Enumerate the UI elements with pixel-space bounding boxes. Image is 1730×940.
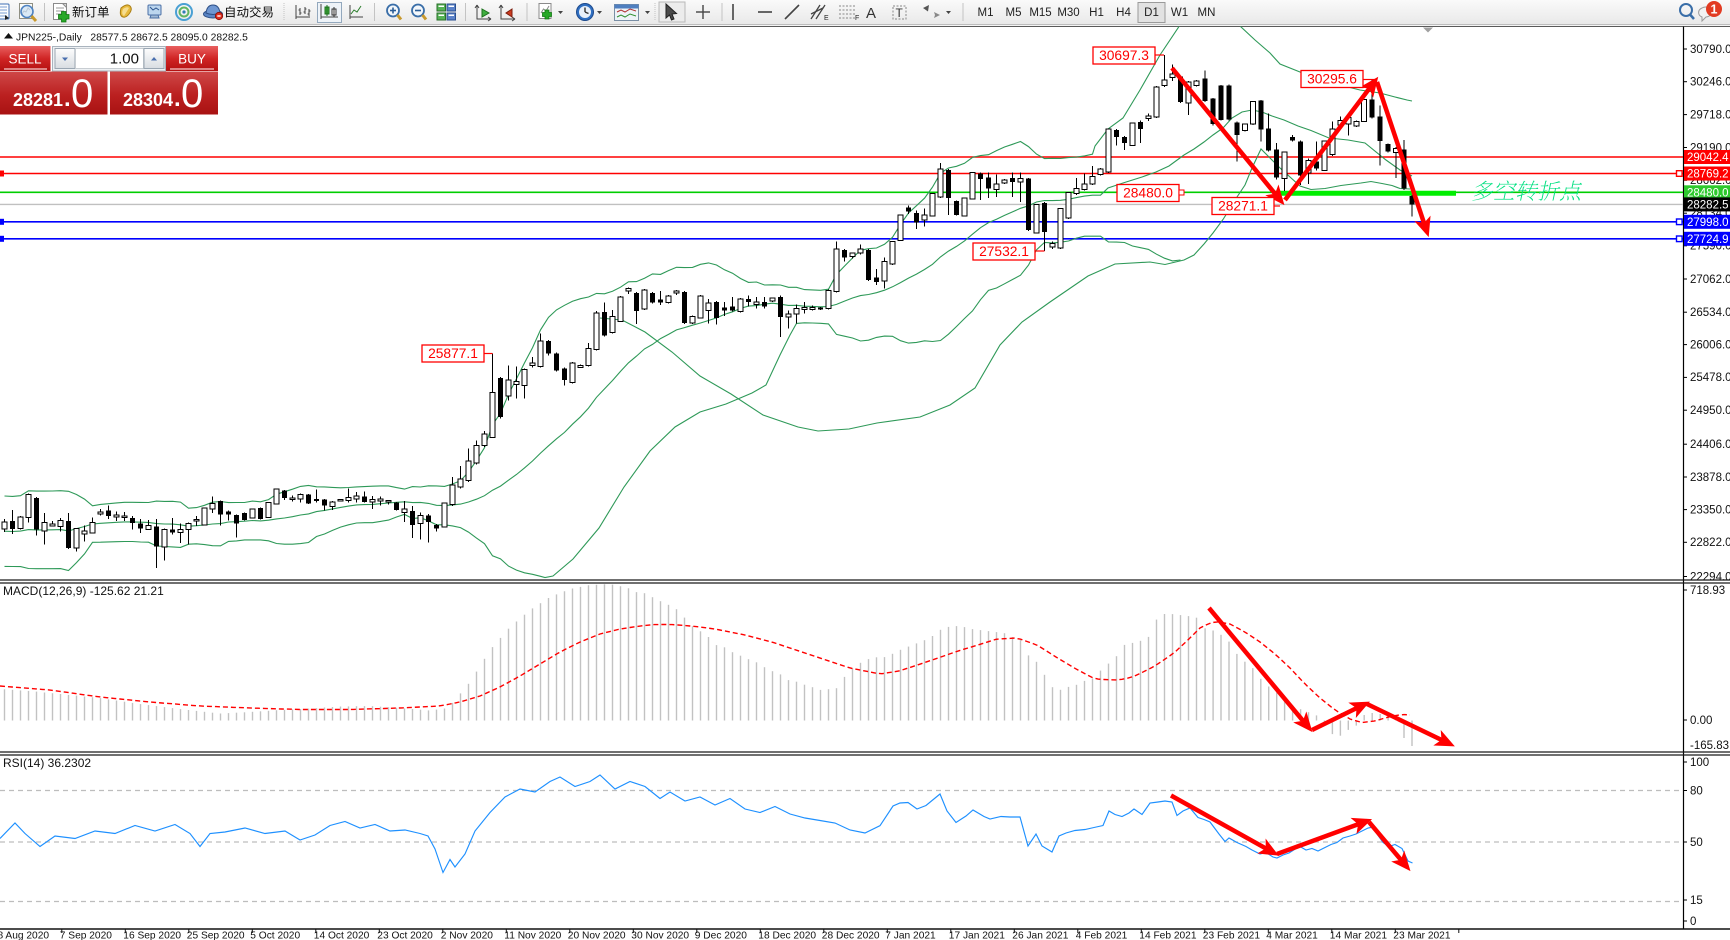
svg-text:24406.0: 24406.0	[1690, 439, 1730, 451]
svg-text:W1: W1	[1171, 7, 1188, 19]
svg-text:MACD(12,26,9) -125.62 21.21: MACD(12,26,9) -125.62 21.21	[3, 584, 164, 598]
svg-text:26006.0: 26006.0	[1690, 339, 1730, 351]
svg-text:H1: H1	[1089, 7, 1104, 19]
svg-text:30790.0: 30790.0	[1690, 44, 1730, 56]
svg-text:27724.9: 27724.9	[1687, 234, 1729, 246]
svg-text:A: A	[866, 5, 876, 22]
svg-text:RSI(14) 36.2302: RSI(14) 36.2302	[3, 756, 91, 770]
svg-text:0: 0	[71, 72, 93, 116]
svg-text:0: 0	[1690, 916, 1696, 928]
svg-text:F: F	[855, 15, 859, 22]
svg-text:1.00: 1.00	[110, 51, 139, 68]
svg-text:E: E	[824, 15, 829, 22]
svg-text:7 Jan 2021: 7 Jan 2021	[885, 931, 936, 940]
svg-text:718.93: 718.93	[1690, 585, 1725, 597]
svg-text:26 Jan 2021: 26 Jan 2021	[1012, 931, 1068, 940]
svg-text:22822.0: 22822.0	[1690, 537, 1730, 549]
svg-text:MN: MN	[1198, 7, 1216, 19]
svg-text:11 Nov 2020: 11 Nov 2020	[504, 931, 561, 940]
svg-text:28 Aug 2020: 28 Aug 2020	[0, 931, 49, 940]
svg-text:M15: M15	[1029, 7, 1051, 19]
svg-text:30246.0: 30246.0	[1690, 77, 1730, 89]
svg-text:80: 80	[1690, 785, 1703, 797]
svg-text:30295.6: 30295.6	[1307, 71, 1357, 86]
svg-text:7 Sep 2020: 7 Sep 2020	[60, 931, 112, 940]
svg-text:23 Feb 2021: 23 Feb 2021	[1203, 931, 1261, 940]
svg-text:BUY: BUY	[178, 52, 206, 67]
svg-text:M1: M1	[978, 7, 994, 19]
svg-text:9 Dec 2020: 9 Dec 2020	[695, 931, 747, 940]
svg-text:2 Nov 2020: 2 Nov 2020	[441, 931, 493, 940]
svg-text:27532.1: 27532.1	[979, 244, 1029, 259]
svg-text:28281: 28281	[13, 90, 63, 110]
svg-text:-165.83: -165.83	[1690, 740, 1729, 752]
svg-text:18 Dec 2020: 18 Dec 2020	[758, 931, 816, 940]
svg-text:27062.0: 27062.0	[1690, 274, 1730, 286]
svg-text:26534.0: 26534.0	[1690, 307, 1730, 319]
svg-text:28282.5: 28282.5	[1687, 199, 1729, 211]
svg-text:14 Mar 2021: 14 Mar 2021	[1330, 931, 1388, 940]
svg-text:25478.0: 25478.0	[1690, 372, 1730, 384]
svg-text:29718.0: 29718.0	[1690, 109, 1730, 121]
svg-text:29042.4: 29042.4	[1687, 152, 1729, 164]
svg-text:30 Nov 2020: 30 Nov 2020	[631, 931, 689, 940]
svg-text:0: 0	[181, 72, 203, 116]
svg-text:SELL: SELL	[8, 52, 42, 67]
svg-text:17 Jan 2021: 17 Jan 2021	[949, 931, 1005, 940]
svg-text:.: .	[174, 85, 181, 112]
svg-text:100: 100	[1690, 757, 1709, 769]
svg-text:28304: 28304	[123, 90, 173, 110]
svg-text:M30: M30	[1057, 7, 1079, 19]
svg-text:5 Oct 2020: 5 Oct 2020	[250, 931, 300, 940]
svg-text:4 Feb 2021: 4 Feb 2021	[1076, 931, 1128, 940]
svg-text:28480.0: 28480.0	[1687, 187, 1729, 199]
svg-text:28 Dec 2020: 28 Dec 2020	[822, 931, 880, 940]
svg-text:23878.0: 23878.0	[1690, 472, 1730, 484]
svg-text:28271.1: 28271.1	[1218, 198, 1268, 213]
svg-text:22294.0: 22294.0	[1690, 571, 1730, 583]
svg-text:23 Oct 2020: 23 Oct 2020	[377, 931, 433, 940]
svg-text:D1: D1	[1144, 7, 1159, 19]
svg-text:JPN225-,Daily 28577.5 28672.: JPN225-,Daily 28577.5 28672.5 28095.0 28…	[16, 33, 248, 44]
svg-text:16 Sep 2020: 16 Sep 2020	[123, 931, 181, 940]
svg-text:4 Mar 2021: 4 Mar 2021	[1266, 931, 1318, 940]
svg-text:M5: M5	[1006, 7, 1022, 19]
svg-text:1: 1	[1711, 3, 1718, 17]
svg-text:28769.2: 28769.2	[1687, 169, 1729, 181]
svg-text:50: 50	[1690, 837, 1703, 849]
svg-text:.: .	[64, 85, 71, 112]
svg-text:24950.0: 24950.0	[1690, 405, 1730, 417]
svg-text:30697.3: 30697.3	[1099, 48, 1149, 63]
svg-text:14 Feb 2021: 14 Feb 2021	[1139, 931, 1197, 940]
svg-text:H4: H4	[1116, 7, 1131, 19]
svg-text:28480.0: 28480.0	[1123, 185, 1173, 200]
svg-text:25877.1: 25877.1	[428, 346, 478, 361]
svg-text:15: 15	[1690, 895, 1703, 907]
svg-text:27998.0: 27998.0	[1687, 217, 1729, 229]
svg-text:23350.0: 23350.0	[1690, 504, 1730, 516]
svg-text:20 Nov 2020: 20 Nov 2020	[568, 931, 626, 940]
svg-text:23 Mar 2021: 23 Mar 2021	[1393, 931, 1451, 940]
svg-text:14 Oct 2020: 14 Oct 2020	[314, 931, 370, 940]
svg-text:T: T	[896, 6, 904, 20]
svg-text:25 Sep 2020: 25 Sep 2020	[187, 931, 245, 940]
svg-text:0.00: 0.00	[1690, 715, 1712, 727]
